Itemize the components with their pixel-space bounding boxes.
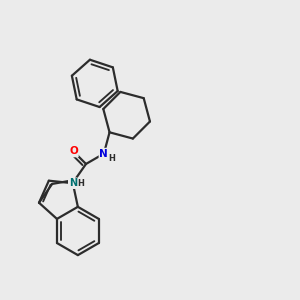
- Text: N: N: [69, 178, 77, 188]
- Text: H: H: [78, 179, 85, 188]
- Text: O: O: [69, 146, 78, 157]
- Text: N: N: [100, 148, 108, 159]
- Text: H: H: [109, 154, 116, 164]
